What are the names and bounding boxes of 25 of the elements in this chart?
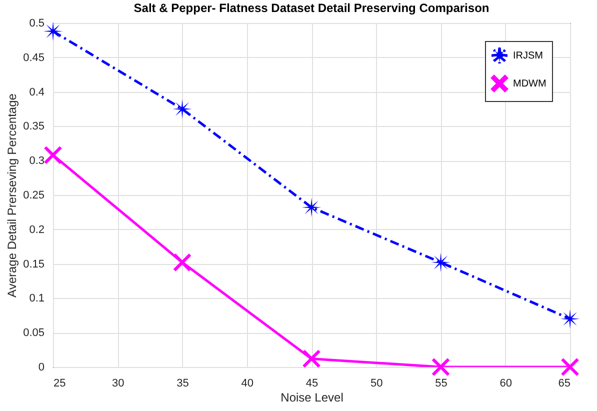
y-tick-label: 0.1 (29, 292, 44, 305)
y-tick-label: 0.05 (23, 327, 44, 340)
x-tick-label: 45 (306, 378, 318, 390)
chart-title: Salt & Pepper- Flatness Dataset Detail Preserving Comparison (134, 1, 490, 15)
x-tick-label: 55 (435, 378, 448, 390)
y-tick-label: 0 (38, 362, 44, 374)
y-tick-label: 0.3 (29, 155, 44, 168)
x-tick-label: 30 (112, 378, 124, 390)
y-axis-title: Average Detail Prerseving Percentage (5, 93, 20, 298)
y-tick-label: 0.15 (23, 258, 44, 270)
x-tick-label: 40 (241, 378, 254, 390)
y-tick-label: 0.2 (29, 224, 44, 236)
x-tick-label: 65 (558, 378, 570, 390)
x-tick-label: 50 (370, 378, 383, 390)
x-tick-label: 35 (176, 378, 189, 390)
y-tick-label: 0.35 (23, 120, 44, 133)
y-tick-label: 0.25 (23, 190, 44, 202)
x-tick-label: 60 (500, 378, 512, 390)
y-tick-label: 0.5 (29, 18, 44, 30)
y-tick-label: 0.45 (23, 52, 44, 64)
y-tick-label: 0.4 (29, 86, 44, 98)
x-axis-title: Noise Level (280, 390, 344, 404)
legend-label: MDWM (513, 78, 546, 90)
x-tick-label: 25 (54, 378, 66, 390)
legend-label: IRJSM (513, 50, 543, 62)
